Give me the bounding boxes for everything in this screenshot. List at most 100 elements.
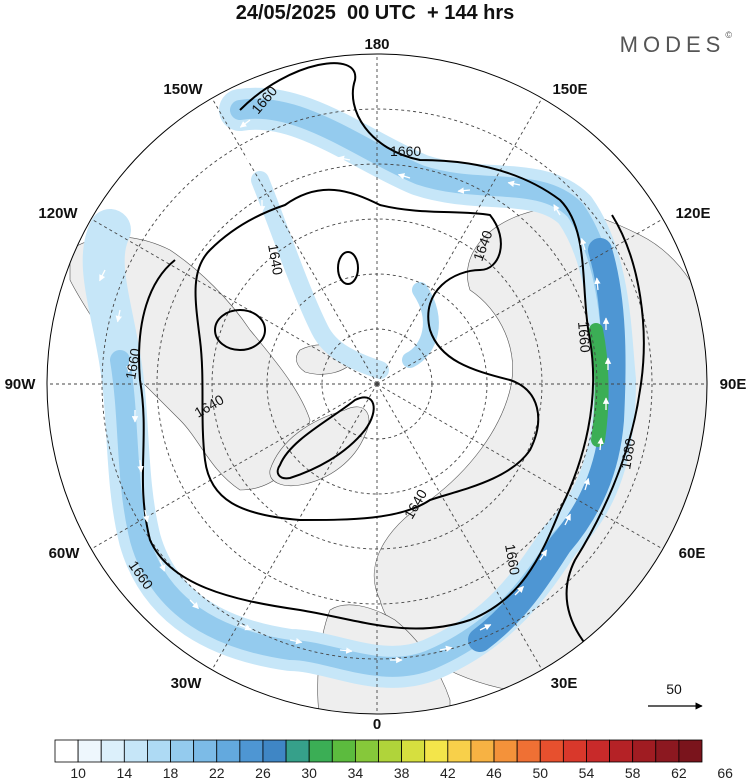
lon-label-90e: 90E [720,376,747,393]
colorbar-swatch [586,739,610,763]
colorbar-swatch [193,739,218,763]
graticule [47,54,707,714]
lon-label-120w: 120W [38,205,78,222]
wind-vector [159,559,166,572]
colorbar-swatch [147,739,171,763]
colorbar-swatch [239,739,264,763]
contour-closed-low-greenland [276,396,375,480]
colorbar-swatch [378,739,403,763]
colorbar-tick-label: 38 [394,765,410,781]
longitude-labels: 180 150E 120E 90E 60E 30E 0 30W 60W 90W … [5,36,747,733]
reference-vector-label: 50 [666,681,682,697]
colorbar-swatch [54,739,79,763]
wind-vectors [99,119,612,664]
colorbar-swatch [401,739,426,763]
colorbar-swatch [424,739,449,763]
colorbar-tick-label: 62 [671,765,687,781]
colorbar-swatch [331,739,356,763]
wind-vector [99,269,106,282]
wind-vector [126,359,133,373]
colorbar-swatch [354,739,379,763]
contour-label: 1640 [265,243,286,277]
wind-vector [507,180,521,187]
meridian-line [376,383,543,671]
contour-1680-east [565,214,645,651]
wind-vector [594,277,601,291]
colorbar-tick-label: 14 [117,765,133,781]
colorbar-tick-label: 46 [486,765,502,781]
wind-vector [539,549,548,561]
jet-core-max [589,323,609,447]
lon-label-150w: 150W [163,81,203,98]
wind-vector [137,459,144,473]
colorbar-tick-label: 30 [301,765,317,781]
contour-closed-low-west [214,309,266,351]
wind-vector [337,155,351,162]
meridian-line [211,383,378,671]
colorbar-tick-label: 50 [532,765,548,781]
colorbar-tick-label: 58 [625,765,641,781]
meridian-line [90,383,378,550]
meridian-line [376,97,543,385]
colorbar-swatch [539,739,564,763]
colorbar-swatch [516,739,541,763]
lon-label-60w: 60W [49,545,81,562]
wind-vector [583,477,590,491]
colorbar-swatch [447,739,472,763]
colorbar-tick-label: 54 [579,765,595,781]
colorbar-swatch [216,739,241,763]
chart-title: 24/05/2025 00 UTC + 144 hrs [235,2,515,24]
colorbar-swatch [655,739,680,763]
wind-vector [189,599,199,609]
colorbar-swatch [609,739,634,763]
lon-label-180: 180 [364,36,389,53]
contour-label: 1660 [122,347,143,381]
wind-vector [115,309,122,323]
latitude-circle-40 [101,108,653,660]
map-border [46,53,708,715]
contour-closed-low-north [337,251,359,285]
contour-label: 1680 [617,437,638,471]
colorbar: 10141822263034384246505458626670 [54,739,733,781]
brand-logo: MODES© [620,30,732,58]
reference-vector: 50 [648,681,703,710]
colorbar-swatch [308,739,333,763]
colorbar-tick-label: 66 [717,765,733,781]
wind-vector [439,645,453,652]
colorbar-swatch [678,739,703,763]
lon-label-30e: 30E [551,675,578,692]
meridian-lines [47,54,707,714]
colorbar-swatch [470,739,495,763]
colorbar-tick-label: 26 [255,765,271,781]
wind-vector [597,437,604,451]
wind-vector [580,237,587,251]
meridian-line [90,218,378,385]
geopotential-contours [138,62,645,651]
colorbar-swatch [77,739,102,763]
colorbar-tick-label: 42 [440,765,456,781]
lon-label-0: 0 [373,716,381,733]
map-disc: 1660 1660 1640 1640 1660 1640 1660 1680 … [47,54,707,714]
wind-vector [143,509,150,523]
wind-vector [273,249,280,263]
colorbar-swatch [562,739,587,763]
copyright-mark: © [725,30,732,40]
colorbar-swatch [123,739,148,763]
colorbar-tick-label: 34 [348,765,364,781]
meridian-line [376,218,664,385]
contour-label: 1660 [502,543,523,577]
lon-label-90w: 90W [5,376,37,393]
wind-vector [245,149,252,163]
jet-core-east [468,238,626,652]
wind-vector [479,624,492,631]
colorbar-swatch [100,739,125,763]
greenland-land [269,406,370,487]
wind-vector [339,647,353,654]
colorbar-swatch [493,739,518,763]
jet-branch-north [251,171,389,379]
wind-vector [289,638,303,645]
meridian-line [376,383,664,550]
wind-vector [397,173,411,180]
colorbar-swatch [285,739,310,763]
